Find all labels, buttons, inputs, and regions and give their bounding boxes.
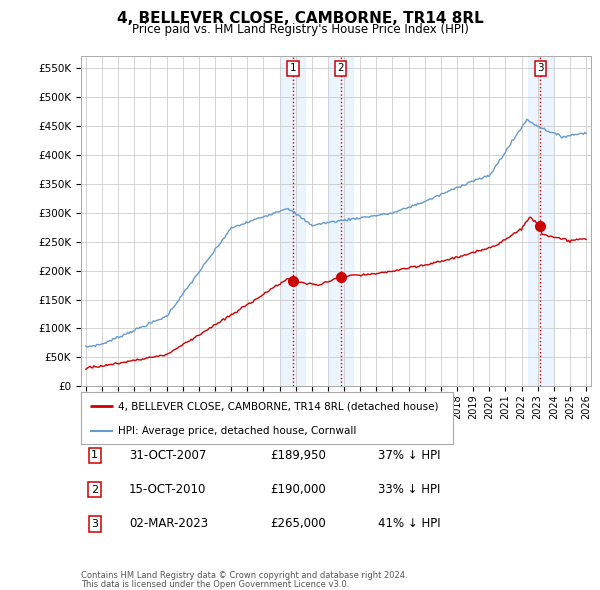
Text: 4, BELLEVER CLOSE, CAMBORNE, TR14 8RL (detached house): 4, BELLEVER CLOSE, CAMBORNE, TR14 8RL (d…: [118, 401, 439, 411]
Text: £190,000: £190,000: [270, 483, 326, 496]
Text: 15-OCT-2010: 15-OCT-2010: [129, 483, 206, 496]
Text: 37% ↓ HPI: 37% ↓ HPI: [378, 449, 440, 462]
Text: 1: 1: [91, 451, 98, 460]
Text: 41% ↓ HPI: 41% ↓ HPI: [378, 517, 440, 530]
Text: 02-MAR-2023: 02-MAR-2023: [129, 517, 208, 530]
Text: 3: 3: [91, 519, 98, 529]
Text: Contains HM Land Registry data © Crown copyright and database right 2024.: Contains HM Land Registry data © Crown c…: [81, 571, 407, 580]
Text: 31-OCT-2007: 31-OCT-2007: [129, 449, 206, 462]
Text: 2: 2: [91, 485, 98, 494]
Text: £189,950: £189,950: [270, 449, 326, 462]
Bar: [529, 56, 553, 386]
Bar: [329, 56, 353, 386]
Text: £265,000: £265,000: [270, 517, 326, 530]
Text: 33% ↓ HPI: 33% ↓ HPI: [378, 483, 440, 496]
Bar: [281, 56, 305, 386]
Text: 1: 1: [290, 63, 296, 73]
Text: 4, BELLEVER CLOSE, CAMBORNE, TR14 8RL: 4, BELLEVER CLOSE, CAMBORNE, TR14 8RL: [116, 11, 484, 27]
Text: 2: 2: [337, 63, 344, 73]
Text: 3: 3: [537, 63, 544, 73]
Text: This data is licensed under the Open Government Licence v3.0.: This data is licensed under the Open Gov…: [81, 579, 349, 589]
Text: Price paid vs. HM Land Registry's House Price Index (HPI): Price paid vs. HM Land Registry's House …: [131, 23, 469, 36]
Text: HPI: Average price, detached house, Cornwall: HPI: Average price, detached house, Corn…: [118, 426, 356, 435]
